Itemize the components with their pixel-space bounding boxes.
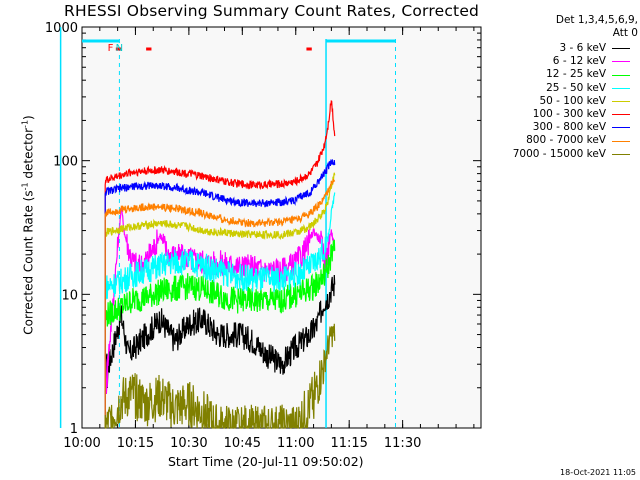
legend-entry: 50 - 100 keV: [513, 95, 630, 108]
legend-entry: 6 - 12 keV: [513, 55, 630, 68]
generation-timestamp: 18-Oct-2021 11:05: [560, 468, 636, 477]
legend-swatch: [612, 114, 630, 116]
y-tick-label: 1000: [45, 21, 78, 36]
chart-title: RHESSI Observing Summary Count Rates, Co…: [64, 2, 480, 20]
legend-entry: 300 - 800 keV: [513, 121, 630, 134]
legend-label: 6 - 12 keV: [552, 55, 606, 68]
x-tick-label: 11:00: [277, 436, 314, 451]
detector-list: Det 1,3,4,5,6,9,: [555, 14, 638, 26]
legend-swatch: [612, 100, 630, 102]
legend-entry: 800 - 7000 keV: [513, 134, 630, 147]
series-line-0: [104, 274, 336, 428]
flag-annotation: N: [116, 43, 123, 54]
legend-swatch: [612, 61, 630, 63]
series-line-2: [104, 239, 336, 428]
legend-entry: 3 - 6 keV: [513, 42, 630, 55]
legend-swatch: [612, 140, 630, 142]
series-line-6: [104, 158, 336, 428]
x-tick-label: 11:30: [384, 436, 421, 451]
legend-label: 3 - 6 keV: [559, 42, 606, 54]
legend: 3 - 6 keV 6 - 12 keV 12 - 25 keV 25 - 50 ke…: [513, 42, 630, 161]
legend-label: 300 - 800 keV: [532, 121, 606, 134]
legend-entry: 100 - 300 keV: [513, 108, 630, 121]
series-line-8: [104, 323, 336, 429]
x-tick-label: 10:30: [170, 436, 207, 451]
legend-entry: 25 - 50 keV: [513, 82, 630, 95]
x-tick-label: 10:15: [117, 436, 154, 451]
y-tick-label: 10: [61, 288, 78, 303]
legend-label: 100 - 300 keV: [532, 108, 606, 121]
legend-label: 12 - 25 keV: [546, 68, 606, 81]
y-tick-label: 100: [53, 155, 78, 170]
legend-label: 50 - 100 keV: [539, 94, 606, 107]
series-line-3: [104, 192, 336, 428]
legend-entry: 12 - 25 keV: [513, 68, 630, 81]
x-axis-label: Start Time (20-Jul-11 09:50:02): [168, 454, 364, 469]
flag-annotation: F: [108, 43, 114, 54]
x-tick-label: 10:00: [63, 436, 100, 451]
detector-info: Det 1,3,4,5,6,9, Att 0: [556, 14, 638, 40]
x-tick-label: 11:15: [330, 436, 367, 451]
legend-label: 800 - 7000 keV: [526, 134, 606, 147]
legend-swatch: [612, 87, 630, 89]
legend-swatch: [612, 74, 630, 76]
legend-label: 7000 - 15000 keV: [512, 147, 606, 160]
legend-swatch: [612, 48, 630, 50]
legend-swatch: [612, 127, 630, 129]
series-line-5: [104, 100, 336, 428]
attenuator-state: Att 0: [612, 27, 638, 39]
legend-label: 25 - 50 keV: [546, 81, 606, 94]
x-tick-label: 10:45: [224, 436, 261, 451]
y-tick-label: 1: [70, 422, 78, 437]
y-axis-label: Corrected Count Rate (s-1 detector-1): [20, 115, 36, 335]
series-line-1: [104, 207, 335, 428]
series-line-4: [104, 172, 336, 428]
legend-swatch: [612, 153, 630, 155]
legend-entry: 7000 - 15000 keV: [513, 148, 630, 161]
series-line-7: [104, 178, 336, 428]
